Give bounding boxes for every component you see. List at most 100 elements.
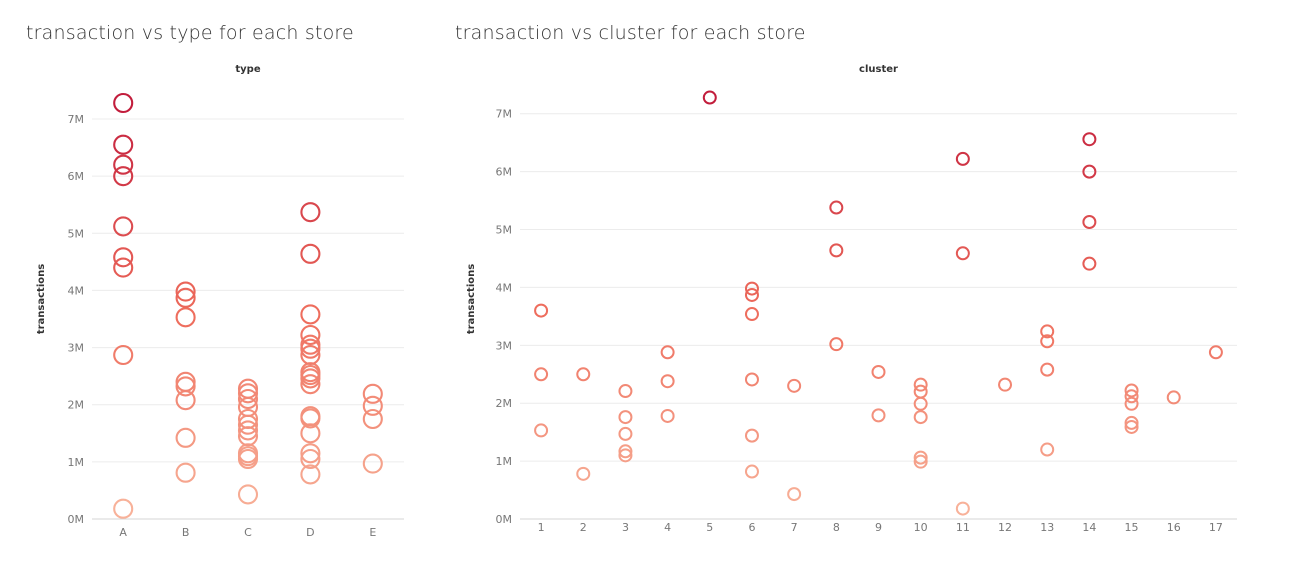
chart-type: type transactions 0M 1M 2M 3M 4M 5M 6M 7M A B C D E [36, 64, 404, 539]
data-point-type[interactable] [300, 324, 321, 346]
data-point-cluster[interactable] [998, 377, 1013, 392]
data-point-type[interactable] [113, 154, 134, 175]
data-point-cluster[interactable] [1040, 362, 1055, 377]
data-point-cluster[interactable] [913, 384, 928, 399]
data-point-cluster[interactable] [787, 378, 802, 393]
data-point-cluster[interactable] [1208, 345, 1223, 360]
data-point-cluster[interactable] [913, 377, 928, 392]
data-point-type[interactable] [300, 464, 321, 485]
x-tick-label-cluster: 2 [580, 521, 587, 534]
data-point-type[interactable] [300, 334, 321, 355]
data-point-cluster[interactable] [1082, 132, 1097, 147]
data-point-type[interactable] [300, 202, 321, 223]
data-point-type[interactable] [113, 166, 134, 187]
data-point-type[interactable] [113, 92, 134, 114]
data-point-type[interactable] [175, 287, 196, 308]
data-point-cluster[interactable] [829, 337, 844, 352]
data-point-type[interactable] [175, 427, 196, 448]
data-point-type[interactable] [113, 498, 134, 519]
data-point-type[interactable] [362, 408, 383, 430]
data-point-cluster[interactable] [1040, 334, 1055, 349]
data-point-cluster[interactable] [744, 372, 759, 387]
data-point-cluster[interactable] [744, 287, 759, 302]
data-point-cluster[interactable] [1124, 383, 1139, 398]
data-point-cluster[interactable] [787, 487, 802, 502]
data-point-cluster[interactable] [913, 396, 928, 411]
y-tick-label-cluster: 3M [496, 339, 513, 352]
y-tick-label-cluster: 4M [496, 281, 513, 294]
data-point-cluster[interactable] [1124, 415, 1139, 430]
data-point-type[interactable] [300, 344, 321, 366]
data-point-cluster[interactable] [913, 410, 928, 425]
data-point-cluster[interactable] [702, 90, 717, 105]
data-point-type[interactable] [175, 307, 196, 328]
data-point-cluster[interactable] [576, 466, 591, 481]
y-tick-label-cluster: 6M [496, 166, 513, 179]
data-point-cluster[interactable] [871, 364, 886, 379]
data-point-cluster[interactable] [1124, 396, 1139, 411]
data-point-type[interactable] [362, 383, 383, 404]
data-point-type[interactable] [300, 243, 321, 264]
data-point-type[interactable] [300, 374, 321, 395]
data-point-cluster[interactable] [618, 444, 633, 459]
data-point-type[interactable] [362, 395, 383, 416]
data-point-cluster[interactable] [955, 501, 970, 516]
data-point-cluster[interactable] [618, 448, 633, 463]
data-point-cluster[interactable] [744, 281, 759, 296]
data-point-type[interactable] [237, 378, 259, 399]
data-point-type[interactable] [113, 257, 134, 278]
data-point-cluster[interactable] [660, 374, 675, 389]
data-point-cluster[interactable] [1124, 419, 1139, 434]
data-point-cluster[interactable] [871, 408, 886, 423]
data-point-cluster[interactable] [955, 246, 970, 261]
data-point-type[interactable] [113, 247, 134, 268]
data-point-cluster[interactable] [1124, 389, 1139, 404]
data-point-cluster[interactable] [660, 408, 675, 423]
data-point-type[interactable] [237, 408, 259, 430]
data-point-type[interactable] [300, 448, 321, 470]
data-point-type[interactable] [237, 484, 259, 505]
data-point-cluster[interactable] [1082, 164, 1097, 179]
data-point-cluster[interactable] [618, 426, 633, 441]
column-header-type: type [235, 64, 260, 75]
data-point-type[interactable] [237, 388, 259, 410]
data-point-cluster[interactable] [744, 428, 759, 443]
data-point-type[interactable] [300, 443, 321, 464]
data-point-type[interactable] [362, 453, 383, 474]
data-point-type[interactable] [113, 216, 134, 237]
data-point-type[interactable] [300, 406, 321, 427]
data-point-cluster[interactable] [829, 200, 844, 215]
data-point-cluster[interactable] [829, 243, 844, 258]
data-point-type[interactable] [300, 304, 321, 325]
data-point-type[interactable] [237, 383, 259, 404]
data-point-cluster[interactable] [618, 410, 633, 425]
data-point-cluster[interactable] [1040, 442, 1055, 457]
data-point-type[interactable] [237, 420, 259, 441]
data-point-cluster[interactable] [534, 367, 549, 382]
data-point-cluster[interactable] [576, 367, 591, 382]
data-point-type[interactable] [175, 371, 196, 392]
data-point-cluster[interactable] [1082, 215, 1097, 229]
y-tick-label-type: 2M [68, 399, 85, 412]
data-point-cluster[interactable] [913, 454, 928, 469]
data-point-cluster[interactable] [744, 464, 759, 479]
data-point-cluster[interactable] [660, 345, 675, 360]
data-point-type[interactable] [175, 462, 196, 483]
data-point-type[interactable] [113, 344, 134, 366]
data-point-cluster[interactable] [744, 307, 759, 322]
data-point-cluster[interactable] [1040, 324, 1055, 339]
data-point-cluster[interactable] [534, 423, 549, 438]
data-point-type[interactable] [175, 376, 196, 397]
data-point-cluster[interactable] [618, 384, 633, 399]
data-point-cluster[interactable] [534, 303, 549, 318]
y-tick-label-type: 5M [68, 227, 85, 240]
data-point-cluster[interactable] [913, 450, 928, 465]
x-tick-label-cluster: 8 [833, 521, 840, 534]
data-point-type[interactable] [175, 281, 196, 302]
data-point-cluster[interactable] [1082, 256, 1097, 271]
data-point-type[interactable] [113, 134, 134, 155]
x-tick-label-cluster: 16 [1167, 521, 1181, 534]
data-point-cluster[interactable] [1166, 390, 1181, 405]
y-tick-label-type: 6M [68, 170, 85, 183]
data-point-cluster[interactable] [955, 151, 970, 166]
